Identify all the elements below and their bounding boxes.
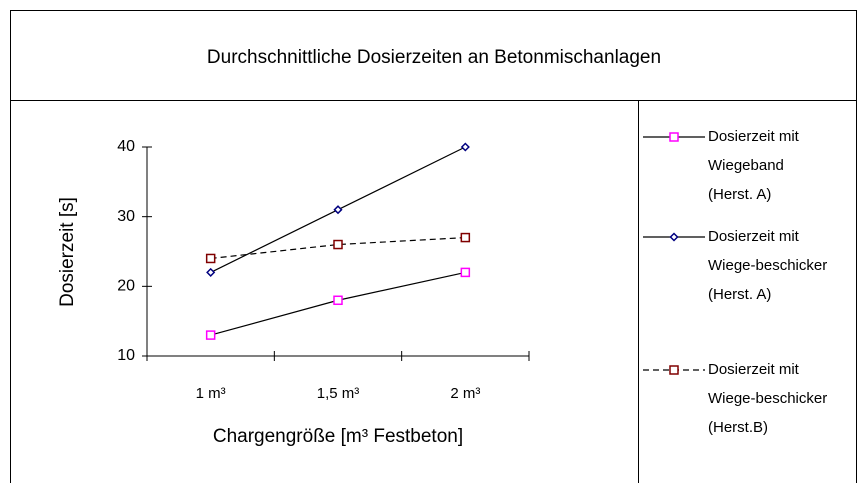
marker [669, 365, 679, 375]
x-tick-label: 1 m³ [196, 385, 226, 402]
marker [669, 232, 679, 242]
marker [333, 239, 343, 250]
frame [10, 10, 857, 483]
x-axis-title: Chargengröße [m³ Festbeton] [213, 426, 463, 447]
legend-label: Dosierzeit mit Wiege-beschicker (Herst. … [708, 228, 828, 303]
marker [669, 132, 679, 142]
marker [333, 205, 343, 215]
marker [205, 253, 216, 264]
legend-entry: Dosierzeit mit Wiegeband (Herst. A) [708, 128, 799, 203]
legend-entry: Dosierzeit mit Wiege-beschicker (Herst. … [708, 228, 828, 303]
y-axis-title: Dosierzeit [s] [57, 197, 78, 307]
marker [460, 232, 471, 243]
legend-label: Dosierzeit mit Wiege-beschicker (Herst.B… [708, 361, 828, 436]
marker [206, 267, 216, 277]
x-tick-label: 1,5 m³ [317, 385, 360, 402]
y-tick-label: 40 [117, 138, 135, 155]
marker [333, 295, 343, 306]
marker [205, 330, 216, 340]
legend-entry: Dosierzeit mit Wiege-beschicker (Herst.B… [708, 361, 828, 436]
y-tick-label: 20 [117, 278, 135, 295]
series-line [210, 236, 466, 260]
x-tick-label: 2 m³ [450, 385, 480, 402]
y-tick-label: 10 [117, 347, 135, 364]
marker [460, 267, 471, 278]
chart-title: Durchschnittliche Dosierzeiten an Betonm… [207, 47, 661, 68]
legend-label: Dosierzeit mit Wiegeband (Herst. A) [708, 128, 799, 203]
y-tick-label: 30 [117, 208, 135, 225]
marker [460, 142, 470, 152]
